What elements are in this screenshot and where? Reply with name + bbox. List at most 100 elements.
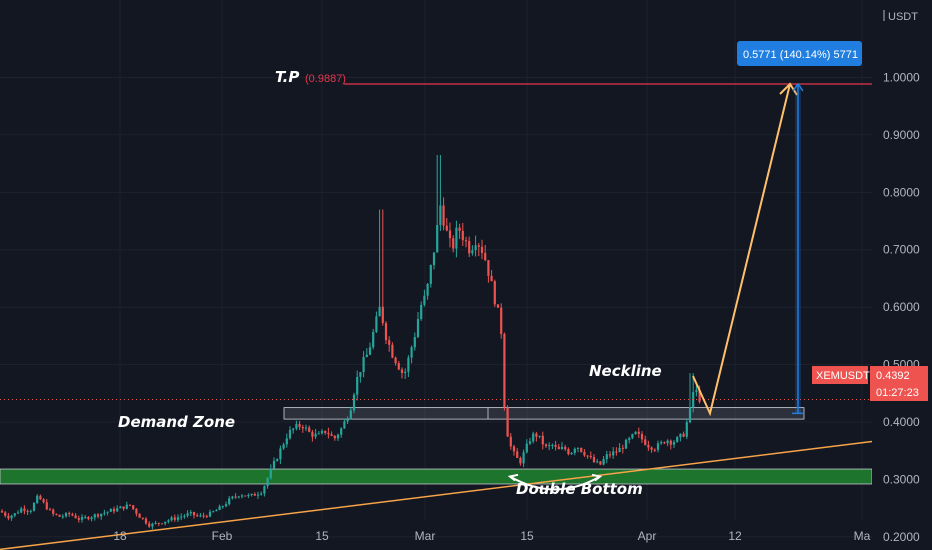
candle-body: [631, 434, 634, 439]
candle-body: [80, 517, 84, 520]
candle-body: [400, 369, 404, 373]
candle-body: [394, 357, 397, 364]
last-price: 0.4392: [876, 370, 910, 382]
candle-body: [10, 515, 13, 519]
candle-body: [660, 442, 663, 444]
tp-value: (0.9887): [305, 73, 346, 85]
candle-body: [599, 461, 602, 465]
candle-body: [695, 390, 698, 393]
candle-body: [548, 444, 551, 447]
candle-body: [615, 451, 618, 453]
price-tick-label: 0.8000: [883, 185, 920, 199]
candle-body: [189, 511, 192, 514]
candle-body: [237, 496, 240, 498]
candle-body: [202, 515, 205, 517]
candle-body: [199, 515, 202, 517]
neckline-label: Neckline: [589, 362, 662, 380]
candle-body: [250, 493, 253, 495]
candle-body: [48, 509, 52, 511]
candle-body: [583, 451, 586, 456]
candle-body: [253, 493, 256, 496]
candle-body: [0, 510, 4, 513]
candle-body: [308, 427, 311, 432]
candle-body: [596, 461, 599, 463]
projection-path: [692, 83, 791, 417]
candle-body: [448, 230, 452, 239]
candle-body: [42, 499, 45, 503]
candle-body: [29, 510, 32, 512]
time-tick-label: 12: [728, 529, 742, 543]
candle-body: [4, 512, 7, 516]
candle-body: [170, 517, 173, 521]
candle-body: [589, 455, 592, 458]
candle-body: [212, 511, 215, 513]
time-axis[interactable]: 18 Feb 15 Mar 15 Apr 12 Ma: [113, 529, 870, 543]
candle-body: [397, 363, 400, 370]
candle-body: [247, 494, 250, 497]
candle-body: [128, 504, 132, 506]
candle-body: [442, 205, 445, 226]
candle-body: [423, 295, 426, 305]
candle-body: [58, 514, 61, 517]
candle-body: [39, 495, 42, 500]
candle-body: [663, 442, 666, 444]
candle-body: [560, 446, 564, 450]
candle-body: [272, 461, 276, 469]
candle-body: [45, 502, 48, 510]
candle-body: [224, 504, 228, 507]
candle-body: [138, 513, 141, 518]
candle-body: [157, 522, 160, 524]
candle-body: [477, 245, 480, 247]
candle-body: [429, 265, 432, 284]
candle-body: [103, 512, 106, 514]
candle-body: [167, 520, 170, 522]
candle-body: [455, 227, 458, 249]
candle-body: [567, 449, 570, 455]
candle-body: [148, 523, 151, 527]
currency-selector[interactable]: USDT: [880, 5, 920, 25]
candle-body: [362, 357, 365, 373]
candle-body: [612, 451, 615, 456]
candle-body: [269, 468, 272, 479]
candle-body: [320, 430, 324, 434]
price-tick-label: 0.6000: [883, 300, 920, 314]
symbol-label-box: [812, 366, 868, 384]
candle-body: [196, 515, 199, 517]
candle-body: [413, 337, 416, 348]
price-axis[interactable]: 0.20000.30000.40000.50000.60000.70000.80…: [872, 0, 932, 550]
candle-body: [544, 444, 548, 447]
candle-body: [372, 331, 375, 348]
candle-body: [436, 224, 439, 253]
candle-body: [586, 455, 589, 457]
price-tick-label: 0.4000: [883, 415, 920, 429]
candle-body: [509, 436, 512, 447]
candle-body: [256, 494, 260, 496]
candle-body: [464, 240, 468, 242]
candle-body: [676, 437, 679, 443]
measure-badge: [737, 41, 862, 66]
candle-body: [311, 431, 314, 437]
candle-body: [55, 513, 58, 515]
candle-body: [340, 428, 343, 435]
candle-body: [628, 438, 631, 440]
candle-body: [378, 306, 381, 317]
candle-body: [349, 410, 352, 420]
double-bottom-arrow-right-icon: [591, 473, 603, 482]
candle-body: [692, 392, 695, 408]
candle-body: [650, 447, 653, 450]
candle-body: [244, 495, 247, 497]
candle-body: [122, 506, 125, 509]
candle-body: [516, 451, 519, 458]
candle-body: [493, 281, 496, 305]
double-bottom-curve: [509, 475, 601, 491]
candle-body: [266, 478, 269, 487]
price-tick-label: 0.7000: [883, 243, 920, 257]
time-tick-label: Apr: [638, 529, 657, 543]
candle-body: [276, 459, 279, 462]
candle-body: [512, 446, 516, 452]
candle-body: [234, 496, 237, 498]
candle-body: [384, 323, 388, 341]
candle-body: [301, 426, 304, 429]
measure-badge-text: 0.5771 (140.14%) 5771: [743, 49, 858, 61]
